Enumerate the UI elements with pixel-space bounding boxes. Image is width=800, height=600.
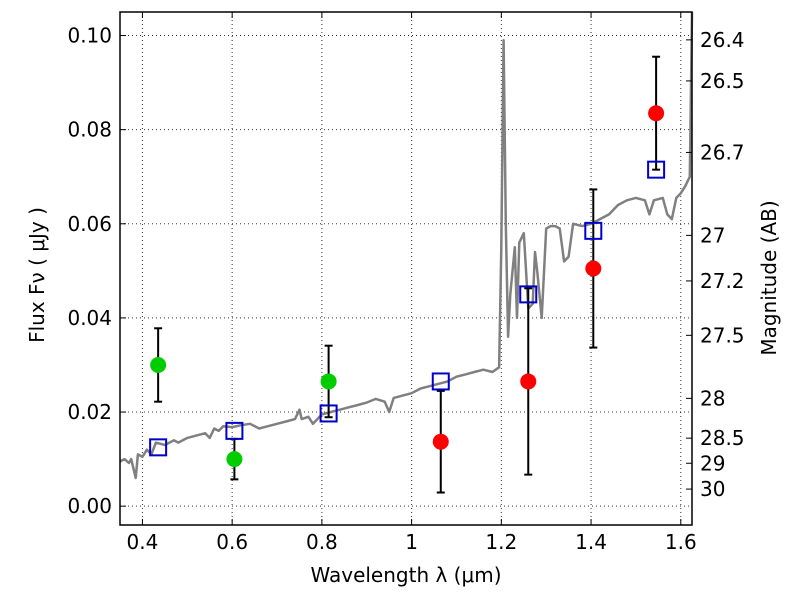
y-tick-label: 0.00: [67, 494, 112, 518]
grid: [120, 12, 692, 525]
y2-tick-label: 26.5: [700, 69, 745, 93]
blue-model-square: [225, 421, 244, 440]
blue-model-square: [519, 285, 538, 304]
y2-tick-label: 28: [700, 386, 725, 410]
x-tick-label: 1.4: [575, 530, 607, 554]
y-tick-label: 0.02: [67, 400, 112, 424]
x-tick-label: 1.2: [485, 530, 517, 554]
blue-model-square: [647, 160, 666, 179]
spectrum-line: [119, 11, 694, 480]
green-data-point: [226, 451, 243, 468]
y2-tick-label: 30: [700, 477, 725, 501]
red-data-point: [648, 105, 665, 122]
x-axis: 0.4 0.6 0.8 1 1.2 1.4 1.6: [127, 12, 697, 554]
y2-tick-label: 28.5: [700, 426, 745, 450]
x-tick-label: 1.6: [665, 530, 697, 554]
y2-tick-label: 29: [700, 451, 725, 475]
y2-tick-label: 27.2: [700, 269, 745, 293]
y2-tick-label: 26.7: [700, 140, 745, 164]
y-axis: 0.00 0.02 0.04 0.06 0.08 0.10: [67, 24, 126, 518]
y2-tick-label: 26.4: [700, 28, 745, 52]
x-tick-label: 0.4: [127, 530, 159, 554]
blue-model-square: [584, 221, 603, 240]
green-data-point: [150, 356, 167, 373]
blue-model-square: [431, 372, 450, 391]
y2-tick-label: 27.5: [700, 323, 745, 347]
y2-axis-label: Magnitude (AB): [757, 200, 781, 355]
blue-model-square: [319, 404, 338, 423]
red-data-point: [585, 260, 602, 277]
x-axis-label: Wavelength λ (μm): [310, 563, 501, 587]
x-tick-label: 1: [405, 530, 418, 554]
red-data-point: [432, 433, 449, 450]
green-data-point: [320, 373, 337, 390]
y-tick-label: 0.06: [67, 212, 112, 236]
blue-model-square: [149, 438, 168, 457]
x-tick-label: 0.8: [306, 530, 338, 554]
red-data-point: [520, 373, 537, 390]
y2-tick-label: 27: [700, 223, 725, 247]
axes-frame: [119, 11, 693, 526]
y-tick-label: 0.10: [67, 24, 112, 48]
y-axis-label: Flux Fν ( μJy ): [25, 207, 49, 343]
plot-area: [119, 11, 694, 494]
x-tick-label: 0.6: [216, 530, 248, 554]
y-tick-label: 0.08: [67, 118, 112, 142]
y-tick-label: 0.04: [67, 306, 112, 330]
